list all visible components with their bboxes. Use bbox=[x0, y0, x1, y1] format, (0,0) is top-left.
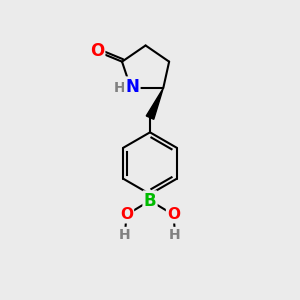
Text: H: H bbox=[119, 227, 131, 242]
Text: H: H bbox=[114, 81, 125, 95]
Text: O: O bbox=[90, 42, 104, 60]
Text: N: N bbox=[125, 78, 139, 96]
Text: B: B bbox=[144, 192, 156, 210]
Text: O: O bbox=[120, 207, 133, 222]
Text: O: O bbox=[167, 207, 180, 222]
Polygon shape bbox=[146, 88, 163, 119]
Text: H: H bbox=[169, 227, 181, 242]
